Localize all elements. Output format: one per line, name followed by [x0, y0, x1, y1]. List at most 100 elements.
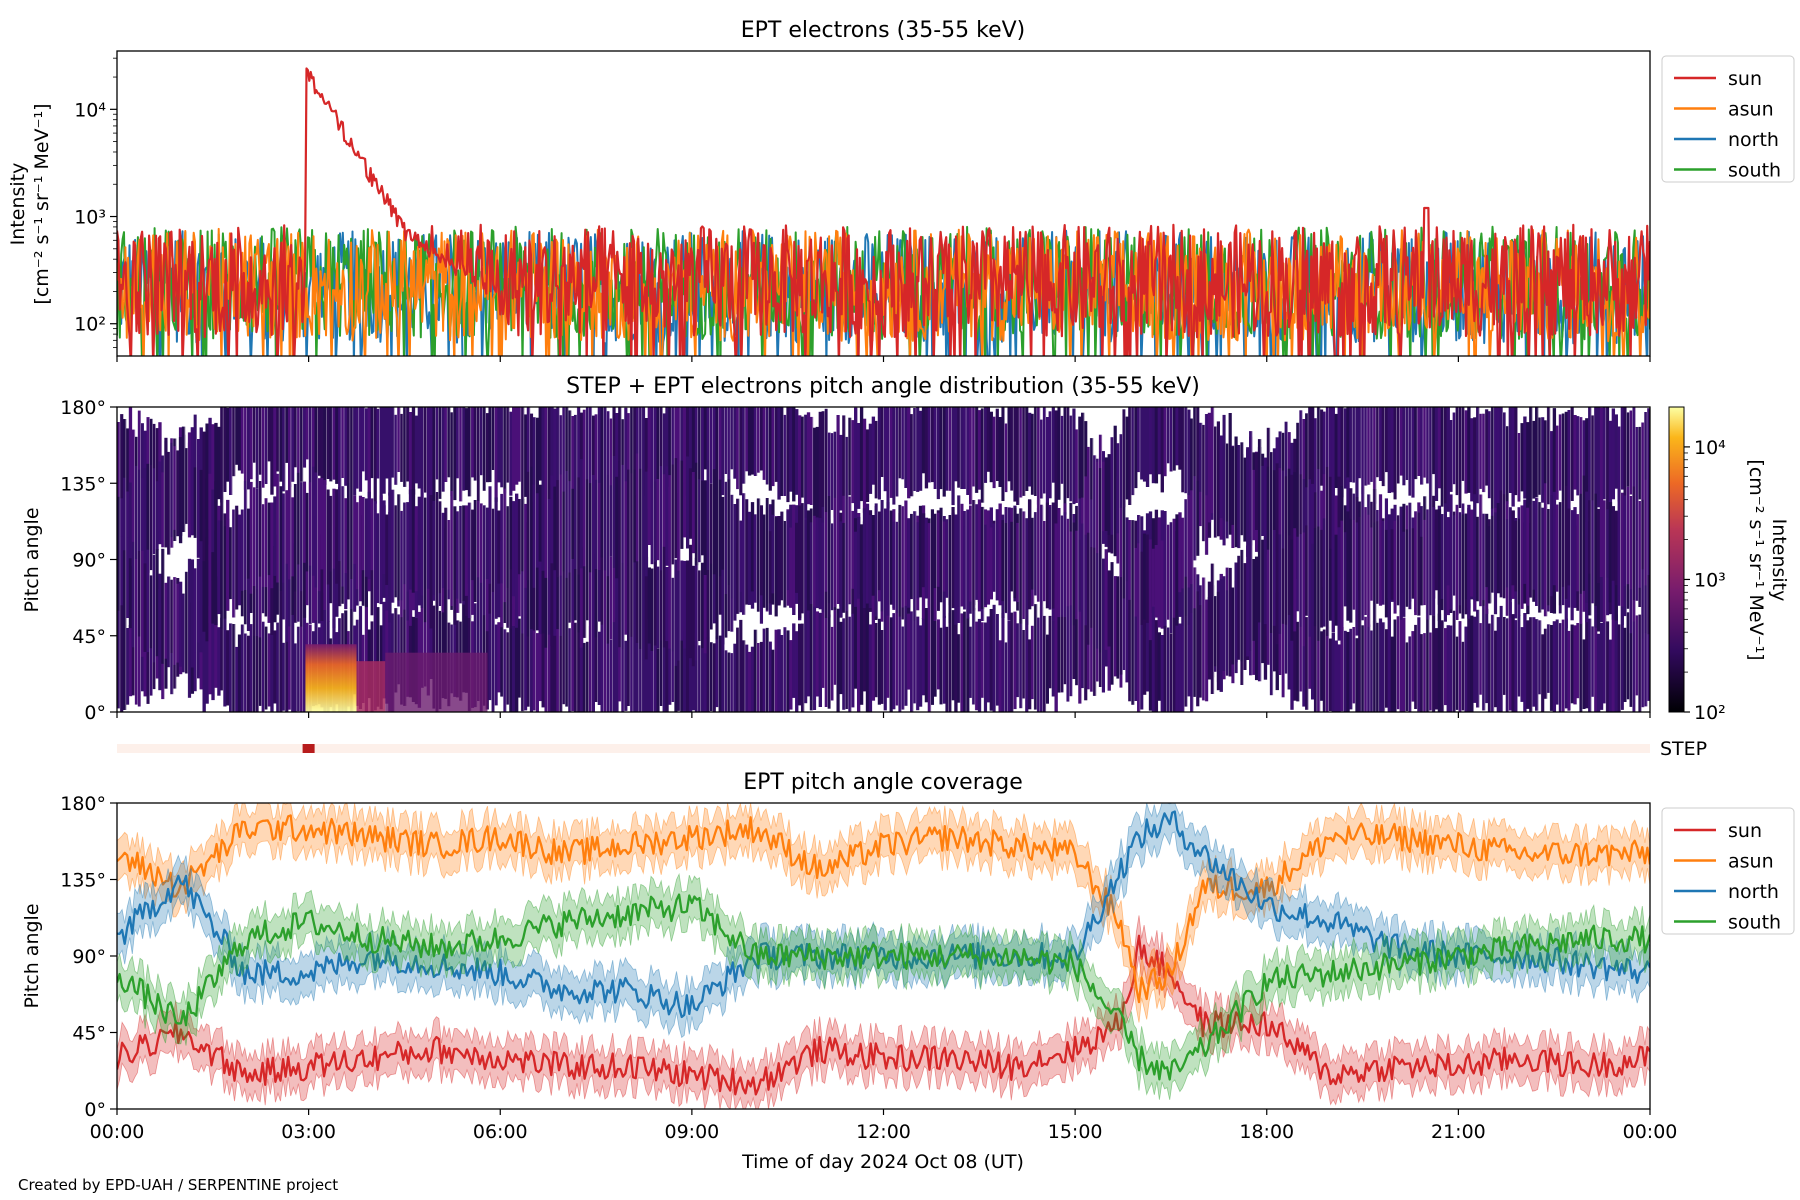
heatmap-cell: [703, 407, 708, 470]
heatmap-cell: [1069, 593, 1073, 697]
heatmap-cell: [1484, 409, 1489, 486]
heatmap-cell: [231, 624, 236, 712]
heatmap-cell: [1033, 407, 1038, 496]
heatmap-cell: [612, 607, 616, 712]
heatmap-cell: [1169, 522, 1173, 634]
heatmap-cell: [983, 407, 988, 483]
heatmap-cell: [264, 407, 268, 484]
heatmap-cell: [1305, 487, 1309, 560]
heatmap-cell: [792, 407, 796, 502]
heatmap-cell: [170, 442, 174, 538]
heatmap-cell: [161, 548, 165, 664]
heatmap-cell: [1437, 613, 1442, 712]
heatmap-cell: [591, 475, 595, 579]
heatmap-cell: [1249, 536, 1253, 651]
heatmap-cell: [1027, 500, 1032, 610]
heatmap-cell: [149, 464, 153, 571]
heatmap-cell: [1381, 407, 1386, 487]
heatmap-cell: [736, 627, 740, 712]
heatmap-cell: [385, 514, 389, 585]
heatmap-cell: [1184, 499, 1188, 577]
heatmap-cell: [1564, 485, 1568, 599]
heatmap-cell: [1599, 622, 1604, 710]
heatmap-cell: [287, 622, 292, 710]
heatmap-cell: [214, 422, 218, 506]
heatmap-cell: [1308, 407, 1312, 506]
heatmap-cell: [856, 423, 861, 509]
heatmap-cell: [963, 611, 967, 712]
heatmap-cell: [1030, 413, 1035, 495]
heatmap-cell: [621, 464, 625, 563]
heatmap-cell: [1060, 415, 1064, 484]
heatmap-cell: [986, 407, 991, 472]
heatmap-cell: [712, 469, 716, 575]
heatmap-cell: [715, 537, 719, 640]
heatmap-cell: [1302, 532, 1306, 647]
heatmap-cell: [1137, 615, 1141, 712]
heatmap-cell: [1081, 598, 1085, 689]
heatmap-cell: [733, 504, 737, 600]
heatmap-cell: [685, 407, 690, 496]
heatmap-cell: [1310, 610, 1315, 700]
heatmap-cell: [1405, 529, 1409, 607]
heatmap-cell: [1216, 591, 1220, 691]
heatmap-cell: [806, 510, 811, 611]
heatmap-cell: [1166, 526, 1170, 620]
heatmap-cell: [435, 407, 439, 480]
heatmap-cell: [299, 608, 304, 712]
heatmap-cell: [688, 632, 693, 712]
heatmap-cell: [1479, 494, 1483, 607]
heatmap-cell: [1552, 491, 1557, 586]
heatmap-cell: [541, 407, 545, 508]
heatmap-cell: [1263, 536, 1268, 625]
heatmap-cell: [644, 418, 649, 496]
coverage-series-south: [117, 893, 1650, 1081]
heatmap-cell: [270, 618, 274, 712]
heatmap-cell: [346, 407, 351, 487]
heatmap-cell: [615, 413, 619, 501]
heatmap-cell: [1434, 519, 1439, 590]
heatmap-cell: [1473, 417, 1477, 502]
heatmap-cell: [576, 544, 581, 633]
heatmap-cell: [936, 619, 940, 690]
heatmap-cell: [1349, 628, 1353, 710]
heatmap-cell: [1458, 512, 1462, 606]
heatmap-cell: [1414, 525, 1418, 613]
heatmap-cell: [290, 497, 295, 577]
heatmap-cell: [432, 407, 436, 504]
heatmap-cell: [936, 407, 940, 500]
heatmap-cell: [405, 599, 410, 697]
heatmap-cell: [1128, 407, 1132, 505]
heatmap-cell: [1263, 595, 1268, 680]
heatmap-cell: [1225, 590, 1229, 676]
heatmap-cell: [1552, 408, 1557, 518]
heatmap-cell: [685, 456, 690, 549]
heatmap-cell: [892, 407, 896, 505]
heatmap-cell: [420, 407, 424, 505]
heatmap-cell: [621, 419, 625, 490]
heatmap-cell: [208, 606, 212, 695]
heatmap-cell: [1033, 604, 1038, 710]
intensity-y-label: Intensity: [7, 163, 29, 246]
heatmap-cell: [650, 407, 654, 488]
heatmap-cell: [128, 482, 133, 565]
heatmap-cell: [119, 414, 124, 501]
heatmap-cell: [358, 606, 363, 709]
x-tick-label: 09:00: [664, 1121, 719, 1143]
heatmap-cell: [644, 630, 649, 712]
heatmap-cell: [1134, 407, 1138, 489]
heatmap-cell: [874, 420, 879, 499]
heatmap-cell: [1316, 469, 1321, 565]
heatmap-cell: [332, 407, 336, 480]
heatmap-cell: [1101, 461, 1106, 532]
heatmap-cell: [591, 548, 595, 621]
heatmap-cell: [411, 407, 416, 495]
heatmap-cell: [1537, 417, 1542, 495]
heatmap-cell: [1025, 518, 1029, 625]
heatmap-cell: [125, 537, 130, 618]
heatmap-cell: [1644, 412, 1648, 504]
heatmap-cell: [1305, 617, 1309, 710]
heatmap-cell: [1316, 526, 1321, 641]
heatmap-cell: [1496, 503, 1501, 594]
heatmap-cell: [576, 407, 581, 497]
